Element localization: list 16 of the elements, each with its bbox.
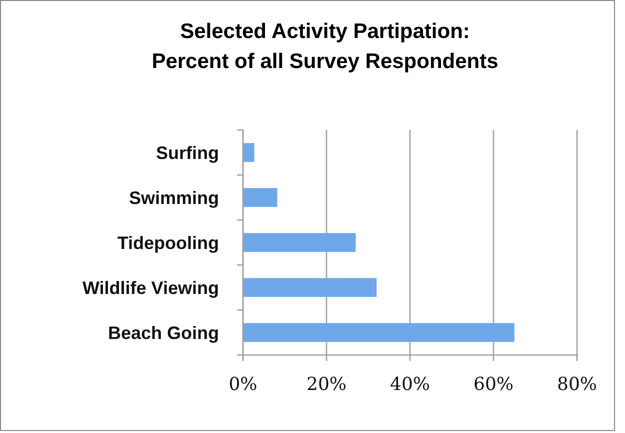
bar — [243, 323, 514, 342]
y-tick-label: Tidepooling — [117, 232, 219, 253]
bar — [243, 278, 377, 297]
y-tick-label: Surfing — [156, 142, 219, 163]
x-tick-label: 60% — [473, 374, 514, 395]
x-tick-label: 0% — [228, 374, 258, 395]
x-tick-label: 40% — [390, 374, 430, 395]
y-tick-label: Wildlife Viewing — [82, 278, 219, 298]
bar — [243, 143, 254, 162]
x-tick-label: 20% — [306, 374, 347, 395]
y-tick-label: Beach Going — [108, 322, 219, 343]
bar — [243, 233, 356, 252]
y-tick-label: Swimming — [128, 188, 219, 208]
bar — [243, 188, 278, 207]
x-tick-label: 80% — [556, 374, 598, 395]
chart-title: Selected Activity Partipation: Percent of all Survey Respondents — [152, 20, 498, 73]
